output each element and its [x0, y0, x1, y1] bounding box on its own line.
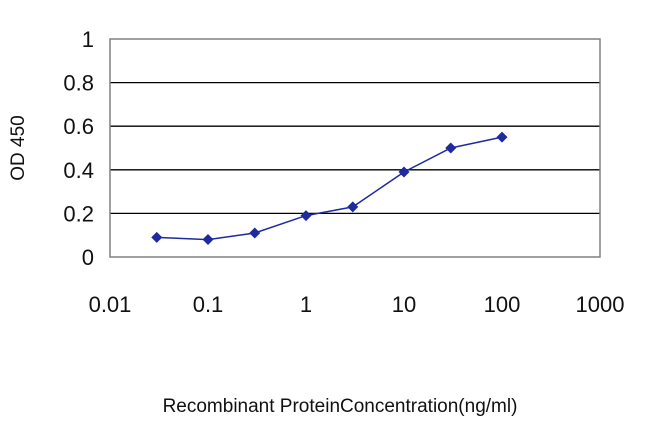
x-tick-label-3: 10: [392, 292, 416, 317]
data-point-0: [151, 231, 163, 243]
data-point-5: [398, 166, 410, 178]
x-tick-label-4: 100: [484, 292, 521, 317]
y-tick-label-2: 0.4: [63, 158, 94, 183]
data-point-2: [249, 227, 261, 239]
series-line: [156, 136, 503, 241]
x-tick-labels: 0.01 0.1 1 10 100 1000: [89, 292, 625, 317]
x-tick-label-2: 1: [300, 292, 312, 317]
x-tick-label-1: 0.1: [193, 292, 224, 317]
data-points: [151, 131, 508, 246]
y-tick-label-4: 0.8: [63, 71, 94, 96]
plot-area: [109, 38, 601, 258]
y-axis-title: OD 450: [8, 115, 29, 180]
data-point-4: [347, 201, 359, 213]
y-tick-labels: 0 0.2 0.4 0.6 0.8 1: [63, 27, 94, 270]
data-point-3: [300, 210, 312, 222]
x-axis-title: Recombinant ProteinConcentration(ng/ml): [163, 396, 518, 417]
data-point-6: [445, 142, 457, 154]
x-tick-label-0: 0.01: [89, 292, 132, 317]
data-point-1: [202, 234, 214, 246]
y-tick-label-0: 0: [82, 245, 94, 270]
y-tick-label-1: 0.2: [63, 201, 94, 226]
y-tick-label-3: 0.6: [63, 114, 94, 139]
data-point-7: [496, 131, 508, 143]
x-tick-label-5: 1000: [576, 292, 625, 317]
y-gridlines: [110, 81, 600, 215]
y-tick-label-5: 1: [82, 27, 94, 52]
